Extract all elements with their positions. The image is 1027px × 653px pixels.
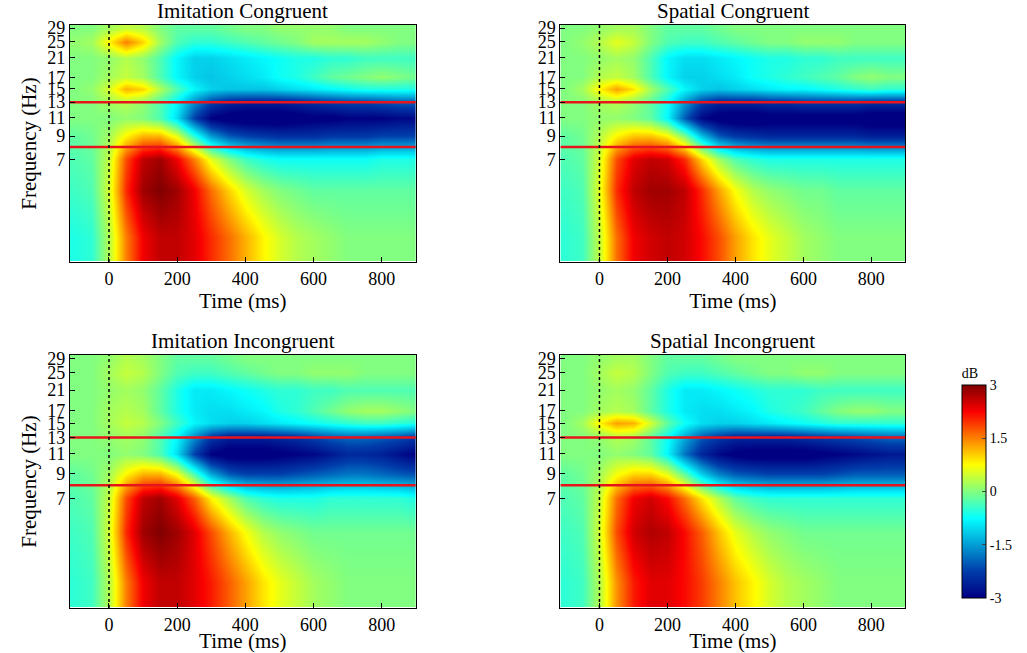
- svg-text:17: 17: [538, 401, 556, 421]
- svg-text:11: 11: [48, 108, 65, 128]
- svg-text:29: 29: [47, 349, 65, 369]
- svg-text:15: 15: [538, 79, 556, 99]
- svg-text:13: 13: [538, 92, 556, 112]
- svg-text:17: 17: [538, 68, 556, 88]
- svg-text:200: 200: [654, 615, 681, 635]
- svg-text:13: 13: [47, 428, 65, 448]
- svg-text:29: 29: [538, 18, 556, 38]
- svg-text:9: 9: [56, 464, 65, 484]
- svg-text:200: 200: [654, 269, 681, 289]
- svg-text:600: 600: [300, 615, 327, 635]
- svg-text:3: 3: [990, 378, 997, 393]
- svg-text:Spatial Congruent: Spatial Congruent: [657, 0, 809, 23]
- svg-text:Spatial Incongruent: Spatial Incongruent: [650, 329, 815, 353]
- svg-text:800: 800: [858, 615, 885, 635]
- svg-text:Frequency (Hz): Frequency (Hz): [17, 415, 41, 547]
- svg-text:13: 13: [538, 428, 556, 448]
- svg-text:800: 800: [368, 269, 395, 289]
- svg-text:400: 400: [722, 615, 749, 635]
- svg-text:9: 9: [547, 126, 556, 146]
- svg-text:800: 800: [858, 269, 885, 289]
- svg-text:600: 600: [790, 269, 817, 289]
- svg-text:600: 600: [300, 269, 327, 289]
- svg-text:7: 7: [547, 489, 556, 509]
- svg-text:-1.5: -1.5: [990, 538, 1012, 553]
- svg-text:13: 13: [47, 92, 65, 112]
- svg-text:400: 400: [232, 615, 259, 635]
- svg-text:21: 21: [538, 48, 556, 68]
- svg-text:7: 7: [56, 489, 65, 509]
- svg-text:15: 15: [47, 79, 65, 99]
- svg-text:Imitation Incongruent: Imitation Incongruent: [151, 329, 335, 353]
- svg-text:0: 0: [104, 269, 113, 289]
- svg-text:11: 11: [48, 444, 65, 464]
- svg-text:0: 0: [104, 615, 113, 635]
- svg-text:600: 600: [790, 615, 817, 635]
- svg-text:0: 0: [595, 615, 604, 635]
- svg-text:15: 15: [538, 414, 556, 434]
- svg-text:0: 0: [990, 484, 997, 499]
- svg-text:25: 25: [47, 32, 65, 52]
- svg-text:dB: dB: [962, 366, 978, 381]
- svg-text:200: 200: [164, 615, 191, 635]
- svg-text:21: 21: [538, 380, 556, 400]
- svg-text:29: 29: [538, 349, 556, 369]
- svg-text:Time (ms): Time (ms): [199, 289, 286, 313]
- svg-text:21: 21: [47, 48, 65, 68]
- svg-text:Time (ms): Time (ms): [199, 629, 286, 653]
- svg-text:400: 400: [232, 269, 259, 289]
- svg-text:11: 11: [538, 108, 555, 128]
- svg-text:17: 17: [47, 401, 65, 421]
- svg-text:-3: -3: [990, 591, 1002, 606]
- svg-text:Imitation Congruent: Imitation Congruent: [157, 0, 328, 23]
- svg-text:800: 800: [368, 615, 395, 635]
- svg-text:25: 25: [47, 363, 65, 383]
- svg-text:400: 400: [722, 269, 749, 289]
- svg-text:0: 0: [595, 269, 604, 289]
- svg-text:11: 11: [538, 444, 555, 464]
- svg-text:15: 15: [47, 414, 65, 434]
- svg-text:Time (ms): Time (ms): [689, 629, 776, 653]
- svg-text:7: 7: [56, 150, 65, 170]
- svg-text:7: 7: [547, 150, 556, 170]
- svg-text:200: 200: [164, 269, 191, 289]
- svg-text:9: 9: [547, 464, 556, 484]
- svg-text:1.5: 1.5: [990, 431, 1008, 446]
- svg-text:29: 29: [47, 18, 65, 38]
- svg-text:21: 21: [47, 380, 65, 400]
- svg-text:25: 25: [538, 363, 556, 383]
- svg-text:Frequency (Hz): Frequency (Hz): [17, 77, 41, 209]
- svg-text:Time (ms): Time (ms): [689, 289, 776, 313]
- svg-text:25: 25: [538, 32, 556, 52]
- svg-text:17: 17: [47, 68, 65, 88]
- svg-text:9: 9: [56, 126, 65, 146]
